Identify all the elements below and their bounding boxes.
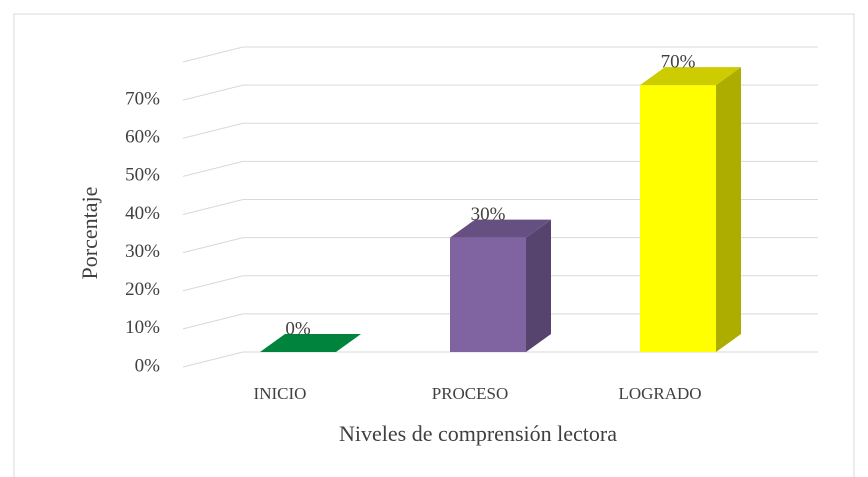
data-label: 0% — [285, 318, 311, 339]
y-axis-title: Porcentaje — [77, 187, 102, 280]
chart-frame — [13, 13, 855, 477]
y-tick-label: 60% — [125, 127, 160, 148]
bar-top — [640, 67, 741, 86]
data-label: 30% — [471, 204, 506, 225]
y-tick-label: 0% — [135, 355, 161, 376]
y-tick-label: 40% — [125, 203, 160, 224]
bar-top — [260, 334, 361, 352]
grid-line — [182, 160, 244, 177]
bar — [640, 85, 716, 352]
x-tick-label: LOGRADO — [618, 384, 701, 403]
y-tick-label: 20% — [125, 279, 160, 300]
grid-line — [182, 351, 244, 368]
grid-line — [182, 46, 244, 63]
bar-side — [716, 67, 741, 352]
data-label: 70% — [661, 51, 696, 72]
x-axis-title: Niveles de comprensión lectora — [339, 421, 617, 446]
bar-top — [450, 219, 551, 238]
x-tick-label: INICIO — [254, 384, 307, 403]
grid-line — [182, 313, 244, 330]
grid-line — [182, 199, 244, 215]
grid-line — [182, 237, 244, 254]
grid-line — [182, 122, 244, 139]
y-tick-label: 30% — [125, 241, 160, 262]
grid-line — [182, 275, 244, 292]
bar-side — [526, 219, 551, 352]
bar — [450, 237, 526, 352]
y-tick-label: 50% — [125, 165, 160, 186]
x-tick-label: PROCESO — [432, 384, 509, 403]
grid-line — [182, 84, 244, 101]
y-tick-label: 10% — [125, 317, 160, 338]
y-tick-label: 70% — [125, 88, 160, 109]
